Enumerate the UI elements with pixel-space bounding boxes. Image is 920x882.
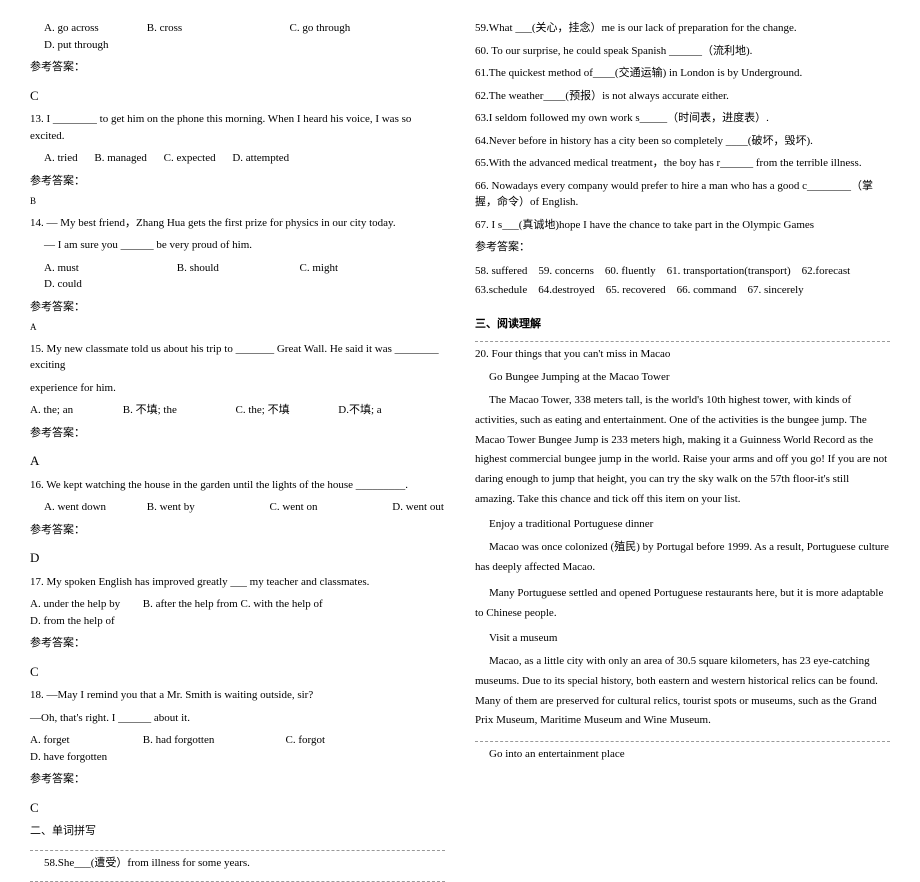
reading-p4: Macao was once colonized (殖民) by Portuga… [475, 538, 890, 578]
q16-options: A. went down B. went by C. went on D. we… [30, 499, 445, 516]
opt-d: D. put through [44, 37, 108, 54]
opt-b: B. had forgotten [143, 732, 283, 749]
opt-c: C. go through [290, 20, 410, 37]
q16-answer: D [30, 548, 445, 568]
q17-answer: C [30, 662, 445, 682]
q65-text: 65.With the advanced medical treatment，t… [475, 155, 890, 172]
q18-text-b: —Oh, that's right. I ______ about it. [30, 710, 445, 727]
answer-label: 参考答案： [30, 299, 445, 316]
q18-text-a: 18. —May I remind you that a Mr. Smith i… [30, 687, 445, 704]
reading-p6: Visit a museum [475, 630, 890, 647]
section-3-title: 三、阅读理解 [475, 315, 890, 331]
opt-b: B. managed [94, 150, 147, 167]
q17-options: A. under the help by B. after the help f… [30, 596, 445, 629]
q58-text: 58.She___(遭受）from illness for some years… [30, 855, 445, 872]
reading-p8: Go into an entertainment place [475, 746, 890, 763]
q62-text: 62.The weather____(预报）is not always accu… [475, 88, 890, 105]
left-column: A. go across B. cross C. go through D. p… [30, 20, 445, 631]
reading-p7: Macao, as a little city with only an are… [475, 652, 890, 731]
right-column: 59.What ___(关心，挂念）me is our lack of prep… [475, 20, 890, 631]
q20-title: 20. Four things that you can't miss in M… [475, 346, 890, 363]
opt-c: C. might [300, 260, 410, 277]
q13-options: A. tried B. managed C. expected D. attem… [30, 150, 445, 167]
q60-text: 60. To our surprise, he could speak Span… [475, 43, 890, 60]
opt-c: C. forgot [286, 732, 406, 749]
reading-p1: Go Bungee Jumping at the Macao Tower [475, 369, 890, 386]
reading-p2: The Macao Tower, 338 meters tall, is the… [475, 391, 890, 510]
opt-a: A. forget [30, 732, 140, 749]
opt-a: A. must [44, 260, 174, 277]
opt-c: C. went on [270, 499, 390, 516]
answer-label: 参考答案： [475, 239, 890, 256]
q14-options: A. must B. should C. might D. could [30, 260, 445, 293]
divider [475, 741, 890, 742]
answer-label: 参考答案： [30, 771, 445, 788]
opt-b: B. went by [147, 499, 267, 516]
opt-a: A. under the help by [30, 596, 140, 613]
q61-text: 61.The quickest method of____(交通运输) in L… [475, 65, 890, 82]
opt-c: C. expected [164, 150, 216, 167]
opt-d: D. attempted [232, 150, 289, 167]
q12-options: A. go across B. cross C. go through D. p… [30, 20, 445, 53]
q14-answer: A [30, 321, 445, 335]
opt-c: C. the; 不填 [236, 402, 336, 419]
answer-label: 参考答案： [30, 173, 445, 190]
reading-p5: Many Portuguese settled and opened Portu… [475, 584, 890, 624]
q18-options: A. forget B. had forgotten C. forgot D. … [30, 732, 445, 765]
opt-b: B. should [177, 260, 297, 277]
answer-label: 参考答案： [30, 635, 445, 652]
opt-a: A. the; an [30, 402, 120, 419]
opt-a: A. went down [44, 499, 144, 516]
divider [30, 850, 445, 851]
q59-text: 59.What ___(关心，挂念）me is our lack of prep… [475, 20, 890, 37]
opt-d: D. from the help of [30, 613, 115, 630]
q15-answer: A [30, 451, 445, 471]
q16-text: 16. We kept watching the house in the ga… [30, 477, 445, 494]
q14-text-a: 14. — My best friend，Zhang Hua gets the … [30, 215, 445, 232]
q18-answer: C [30, 798, 445, 818]
answers-58-67: 58. suffered 59. concerns 60. fluently 6… [475, 262, 890, 302]
reading-p3: Enjoy a traditional Portuguese dinner [475, 516, 890, 533]
divider [475, 341, 890, 342]
answer-label: 参考答案： [30, 425, 445, 442]
opt-b: B. after the help from C. with the help … [143, 596, 363, 613]
answer-label: 参考答案： [30, 59, 445, 76]
opt-d: D. went out [392, 499, 444, 516]
answer-label: 参考答案： [30, 522, 445, 539]
q13-answer: B [30, 195, 445, 209]
section-2-title: 二、单词拼写 [30, 823, 445, 840]
q12-answer: C [30, 86, 445, 106]
q14-text-b: — I am sure you ______ be very proud of … [30, 237, 445, 254]
q13-text: 13. I ________ to get him on the phone t… [30, 111, 445, 144]
opt-a: A. tried [44, 150, 78, 167]
q15-text-b: experience for him. [30, 380, 445, 397]
opt-d: D. could [44, 276, 82, 293]
q17-text: 17. My spoken English has improved great… [30, 574, 445, 591]
opt-b: B. cross [147, 20, 287, 37]
q67-text: 67. I s___(真诚地)hope I have the chance to… [475, 217, 890, 234]
opt-a: A. go across [44, 20, 144, 37]
opt-b: B. 不填; the [123, 402, 233, 419]
q63-text: 63.I seldom followed my own work s_____（… [475, 110, 890, 127]
opt-d: D. have forgotten [30, 749, 107, 766]
q64-text: 64.Never before in history has a city be… [475, 133, 890, 150]
q15-text-a: 15. My new classmate told us about his t… [30, 341, 445, 374]
q15-options: A. the; an B. 不填; the C. the; 不填 D.不填; a [30, 402, 445, 419]
opt-d: D.不填; a [338, 402, 381, 419]
q66-text: 66. Nowadays every company would prefer … [475, 178, 890, 211]
